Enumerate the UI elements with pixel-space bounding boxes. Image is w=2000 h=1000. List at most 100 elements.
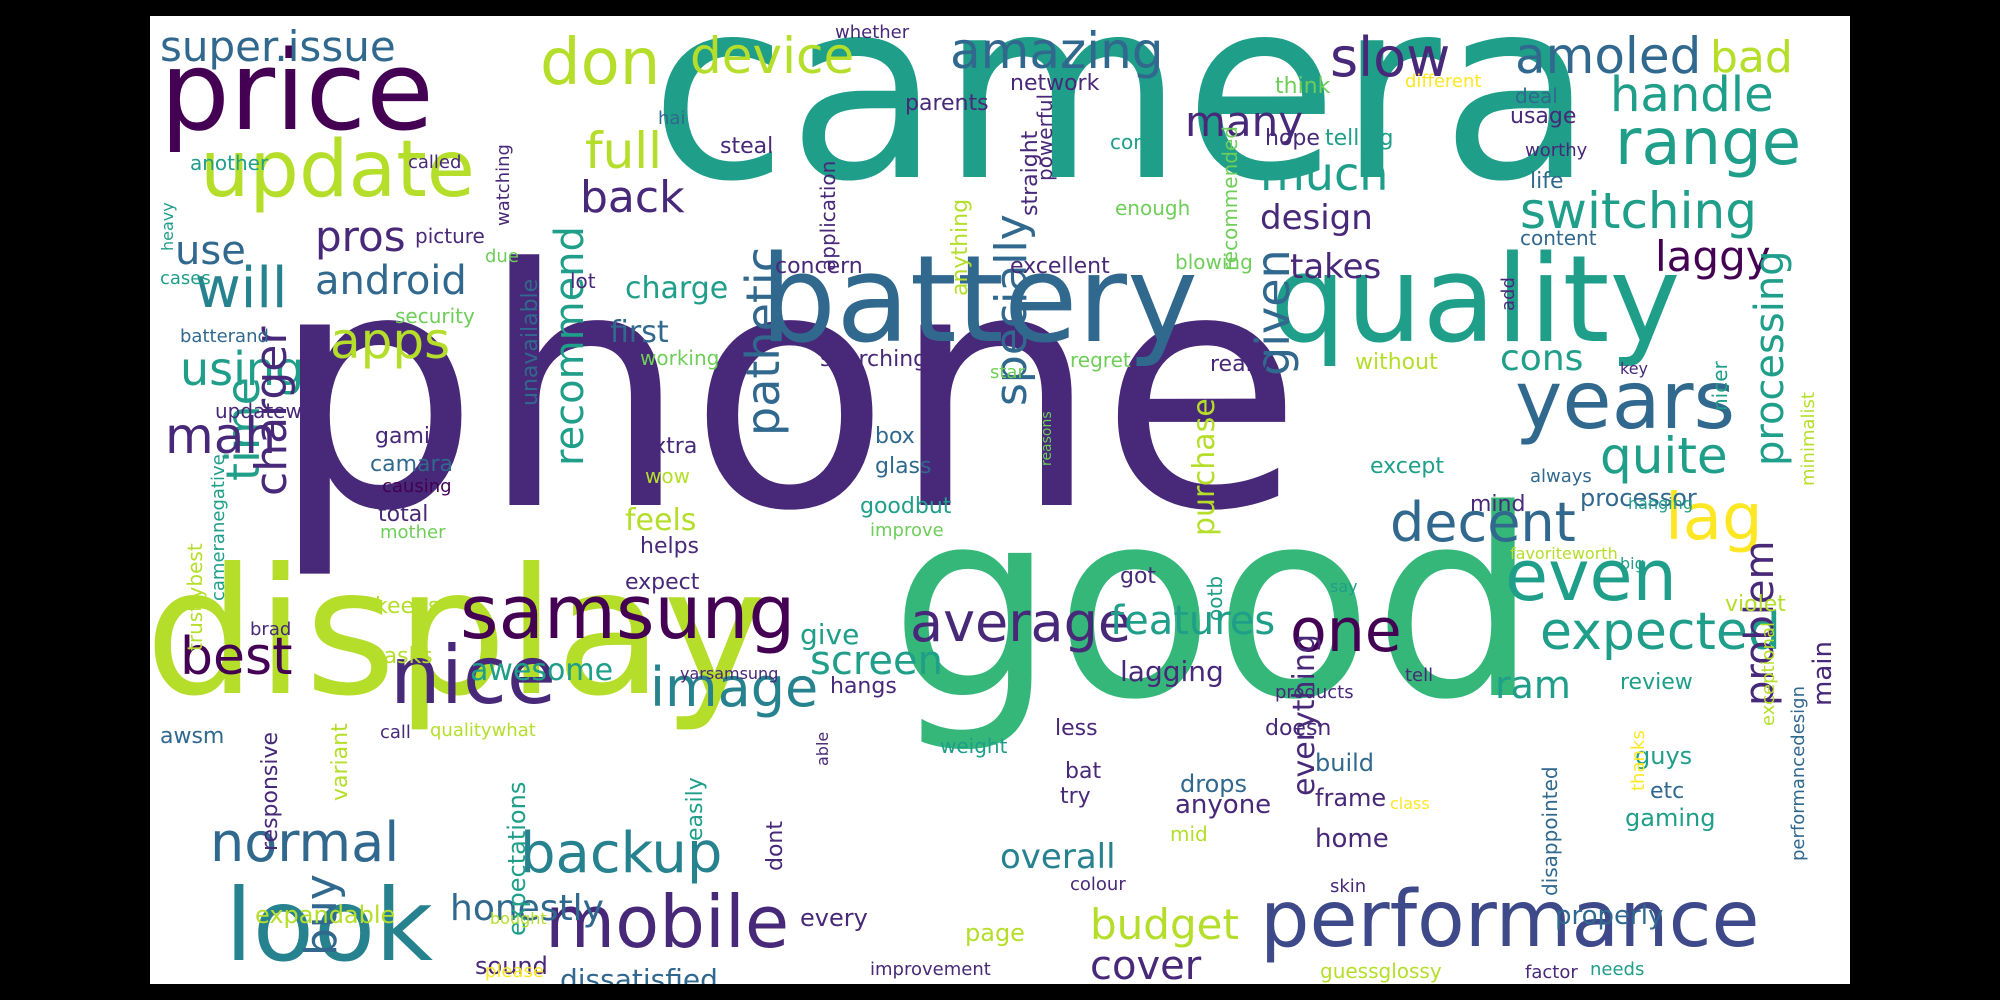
word-performance: performance	[1260, 875, 1760, 965]
word-got: got	[1120, 564, 1157, 589]
word-worthy: worthy	[1525, 140, 1588, 161]
word-expandable: expandable	[255, 901, 396, 929]
word-enough: enough	[1115, 196, 1191, 220]
word-cases: cases	[160, 268, 211, 289]
word-class: class	[1390, 794, 1430, 813]
word-range: range	[1615, 106, 1802, 180]
word-phone: phone	[270, 199, 1303, 583]
word-purchase: purchase	[1187, 398, 1222, 536]
word-total: total	[378, 502, 429, 527]
word-violet: violet	[1725, 592, 1786, 617]
word-keeps: keeps	[375, 594, 440, 619]
word-many: many	[1185, 97, 1304, 146]
word-overall: overall	[1000, 837, 1116, 877]
word-review: review	[1620, 670, 1693, 695]
word-another: another	[190, 151, 269, 175]
word-etc: etc	[1650, 779, 1685, 804]
word-cons: cons	[1500, 338, 1584, 379]
word-qualitywhat: qualitywhat	[430, 720, 536, 741]
word-different: different	[1405, 71, 1482, 92]
word-laggy: laggy	[1655, 232, 1771, 281]
word-hangs: hangs	[830, 674, 897, 699]
word-expect: expect	[625, 570, 700, 595]
word-performancedesign: performancedesign	[1788, 686, 1809, 861]
word-unavailable: unavailable	[518, 278, 543, 406]
word-nice: nice	[390, 629, 557, 722]
word-home: home	[1315, 824, 1389, 854]
word-causing: causing	[382, 476, 452, 497]
word-doesn: doesn	[1265, 716, 1332, 741]
word-key: key	[1620, 359, 1649, 378]
word-please: please	[485, 961, 544, 982]
word-really: really	[1210, 352, 1271, 377]
word-always: always	[1530, 466, 1592, 487]
word-update: update	[200, 125, 475, 215]
word-dissatisfied: dissatisfied	[560, 963, 718, 985]
word-screen: screen	[810, 638, 943, 684]
word-updatewe: updatewe	[215, 399, 315, 423]
word-minimalist: minimalist	[1798, 392, 1819, 486]
word-improvement: improvement	[870, 959, 991, 980]
word-properly: properly	[1555, 901, 1664, 931]
word-samsung: samsung	[460, 570, 796, 656]
word-awesome: awesome	[470, 653, 614, 688]
word-able: able	[813, 731, 832, 766]
word-life: life	[1530, 169, 1564, 194]
word-called: called	[408, 152, 462, 173]
word-star: star	[990, 362, 1025, 383]
word-decent: decent	[1390, 491, 1576, 554]
word-picture: picture	[415, 224, 485, 248]
word-good: good	[890, 455, 1539, 757]
word-pros: pros	[315, 212, 406, 261]
word-features: features	[1110, 598, 1276, 644]
word-one: one	[1290, 596, 1402, 666]
word-content: content	[1520, 226, 1597, 250]
word-camera: camera	[650, 16, 1594, 236]
word-steal: steal	[720, 134, 774, 159]
word-guessglossy: guessglossy	[1320, 959, 1442, 983]
word-hai: hai	[658, 108, 686, 129]
word-much: much	[1260, 147, 1389, 201]
word-ootb: ootb	[1203, 575, 1227, 621]
word-searching: searching	[820, 347, 928, 372]
word-using: using	[180, 342, 305, 396]
word-device: device	[690, 27, 855, 85]
word-without: without	[1355, 350, 1438, 375]
word-weight: weight	[940, 734, 1008, 758]
word-gamin: gamin	[375, 424, 444, 449]
word-less: less	[1055, 716, 1098, 741]
word-mind: mind	[1470, 492, 1526, 517]
word-normal: normal	[210, 811, 400, 874]
word-quite: quite	[1600, 427, 1728, 485]
word-super-issue: super.issue	[160, 22, 396, 71]
word-processor: processor	[1580, 484, 1697, 512]
word-telling: telling	[1325, 126, 1394, 151]
word-look: look	[225, 867, 434, 984]
word-mah: mah	[165, 407, 277, 465]
word-will: will	[195, 256, 288, 321]
word-back: back	[580, 172, 685, 223]
word-regret: regret	[1070, 348, 1131, 372]
word-products: products	[1275, 682, 1354, 703]
word-hope: hope	[1265, 126, 1320, 151]
word-switching: switching	[1520, 182, 1757, 240]
word-easily: easily	[683, 777, 708, 841]
word-yarsamsung: yarsamsung	[680, 664, 779, 683]
word-powerful: powerful	[1033, 93, 1057, 181]
word-blowing: blowing	[1175, 250, 1253, 274]
word-concern: concern	[775, 254, 863, 279]
word-drops: drops	[1180, 770, 1247, 798]
word-bad: bad	[1710, 32, 1793, 83]
word-mid: mid	[1170, 822, 1208, 846]
word-lot: lot	[570, 269, 596, 293]
word-main: main	[1808, 641, 1838, 706]
word-bat: bat	[1065, 759, 1102, 784]
word-anything: anything	[948, 198, 973, 296]
word-design: design	[1260, 198, 1373, 238]
word-goodbut: goodbut	[860, 494, 952, 519]
word-full: full	[585, 122, 663, 180]
word-batterand: batterand	[180, 326, 269, 347]
word-slow: slow	[1330, 26, 1451, 89]
word-battery: battery	[760, 231, 1198, 370]
word-wow: wow	[645, 464, 690, 488]
